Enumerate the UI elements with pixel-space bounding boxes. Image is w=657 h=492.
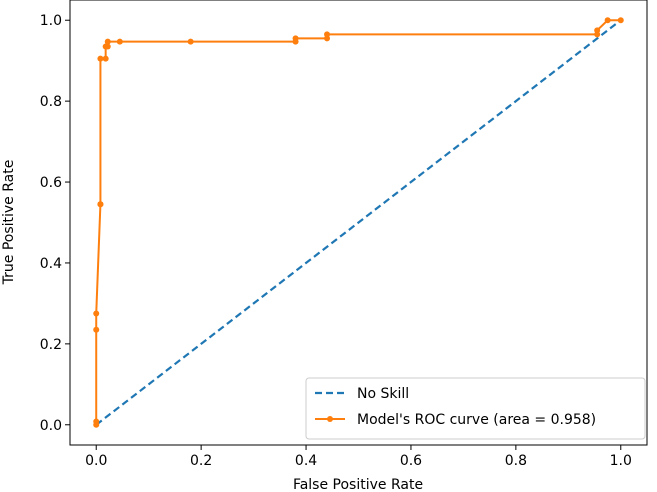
roc-point bbox=[187, 38, 194, 45]
y-tick-label: 0.0 bbox=[40, 418, 62, 434]
legend-label-model: Model's ROC curve (area = 0.958) bbox=[357, 412, 596, 428]
y-tick-label: 0.2 bbox=[40, 337, 62, 353]
tick-layer: 0.0 0.2 0.4 0.6 0.8 1.0 0.0 0.2 0.4 0.6 0.8 1.0 bbox=[40, 13, 632, 469]
roc-point bbox=[617, 17, 624, 24]
roc-point bbox=[102, 55, 109, 62]
series-layer bbox=[93, 17, 624, 428]
y-tick-label: 0.8 bbox=[40, 94, 62, 110]
x-axis-label: False Positive Rate bbox=[293, 477, 423, 492]
roc-point bbox=[116, 38, 123, 45]
legend-marker-model bbox=[327, 416, 333, 422]
x-tick-label: 0.6 bbox=[400, 453, 422, 469]
roc-point bbox=[104, 43, 111, 50]
series-line-1 bbox=[95, 19, 621, 425]
y-tick-label: 0.6 bbox=[40, 175, 62, 191]
roc-point bbox=[97, 201, 104, 208]
roc-point bbox=[93, 418, 100, 425]
legend-label-no-skill: No Skill bbox=[357, 386, 409, 402]
y-tick-label: 0.4 bbox=[40, 256, 62, 272]
x-tick-label: 0.8 bbox=[505, 453, 527, 469]
roc-point bbox=[324, 31, 331, 38]
legend-box bbox=[305, 377, 646, 440]
x-tick-label: 0.4 bbox=[295, 453, 317, 469]
roc-point bbox=[594, 27, 601, 34]
y-axis-label: True Positive Rate bbox=[1, 160, 17, 286]
legend: No Skill Model's ROC curve (area = 0.958… bbox=[305, 377, 646, 440]
series-line-0 bbox=[95, 19, 622, 426]
roc-point bbox=[104, 38, 111, 45]
x-tick-label: 0.0 bbox=[85, 453, 107, 469]
x-tick-label: 1.0 bbox=[610, 453, 632, 469]
roc-point bbox=[604, 17, 611, 24]
roc-point bbox=[97, 55, 104, 62]
roc-point bbox=[93, 310, 100, 317]
roc-point bbox=[93, 326, 100, 333]
roc-point bbox=[292, 35, 299, 42]
x-tick-label: 0.2 bbox=[190, 453, 212, 469]
y-tick-label: 1.0 bbox=[40, 13, 62, 29]
